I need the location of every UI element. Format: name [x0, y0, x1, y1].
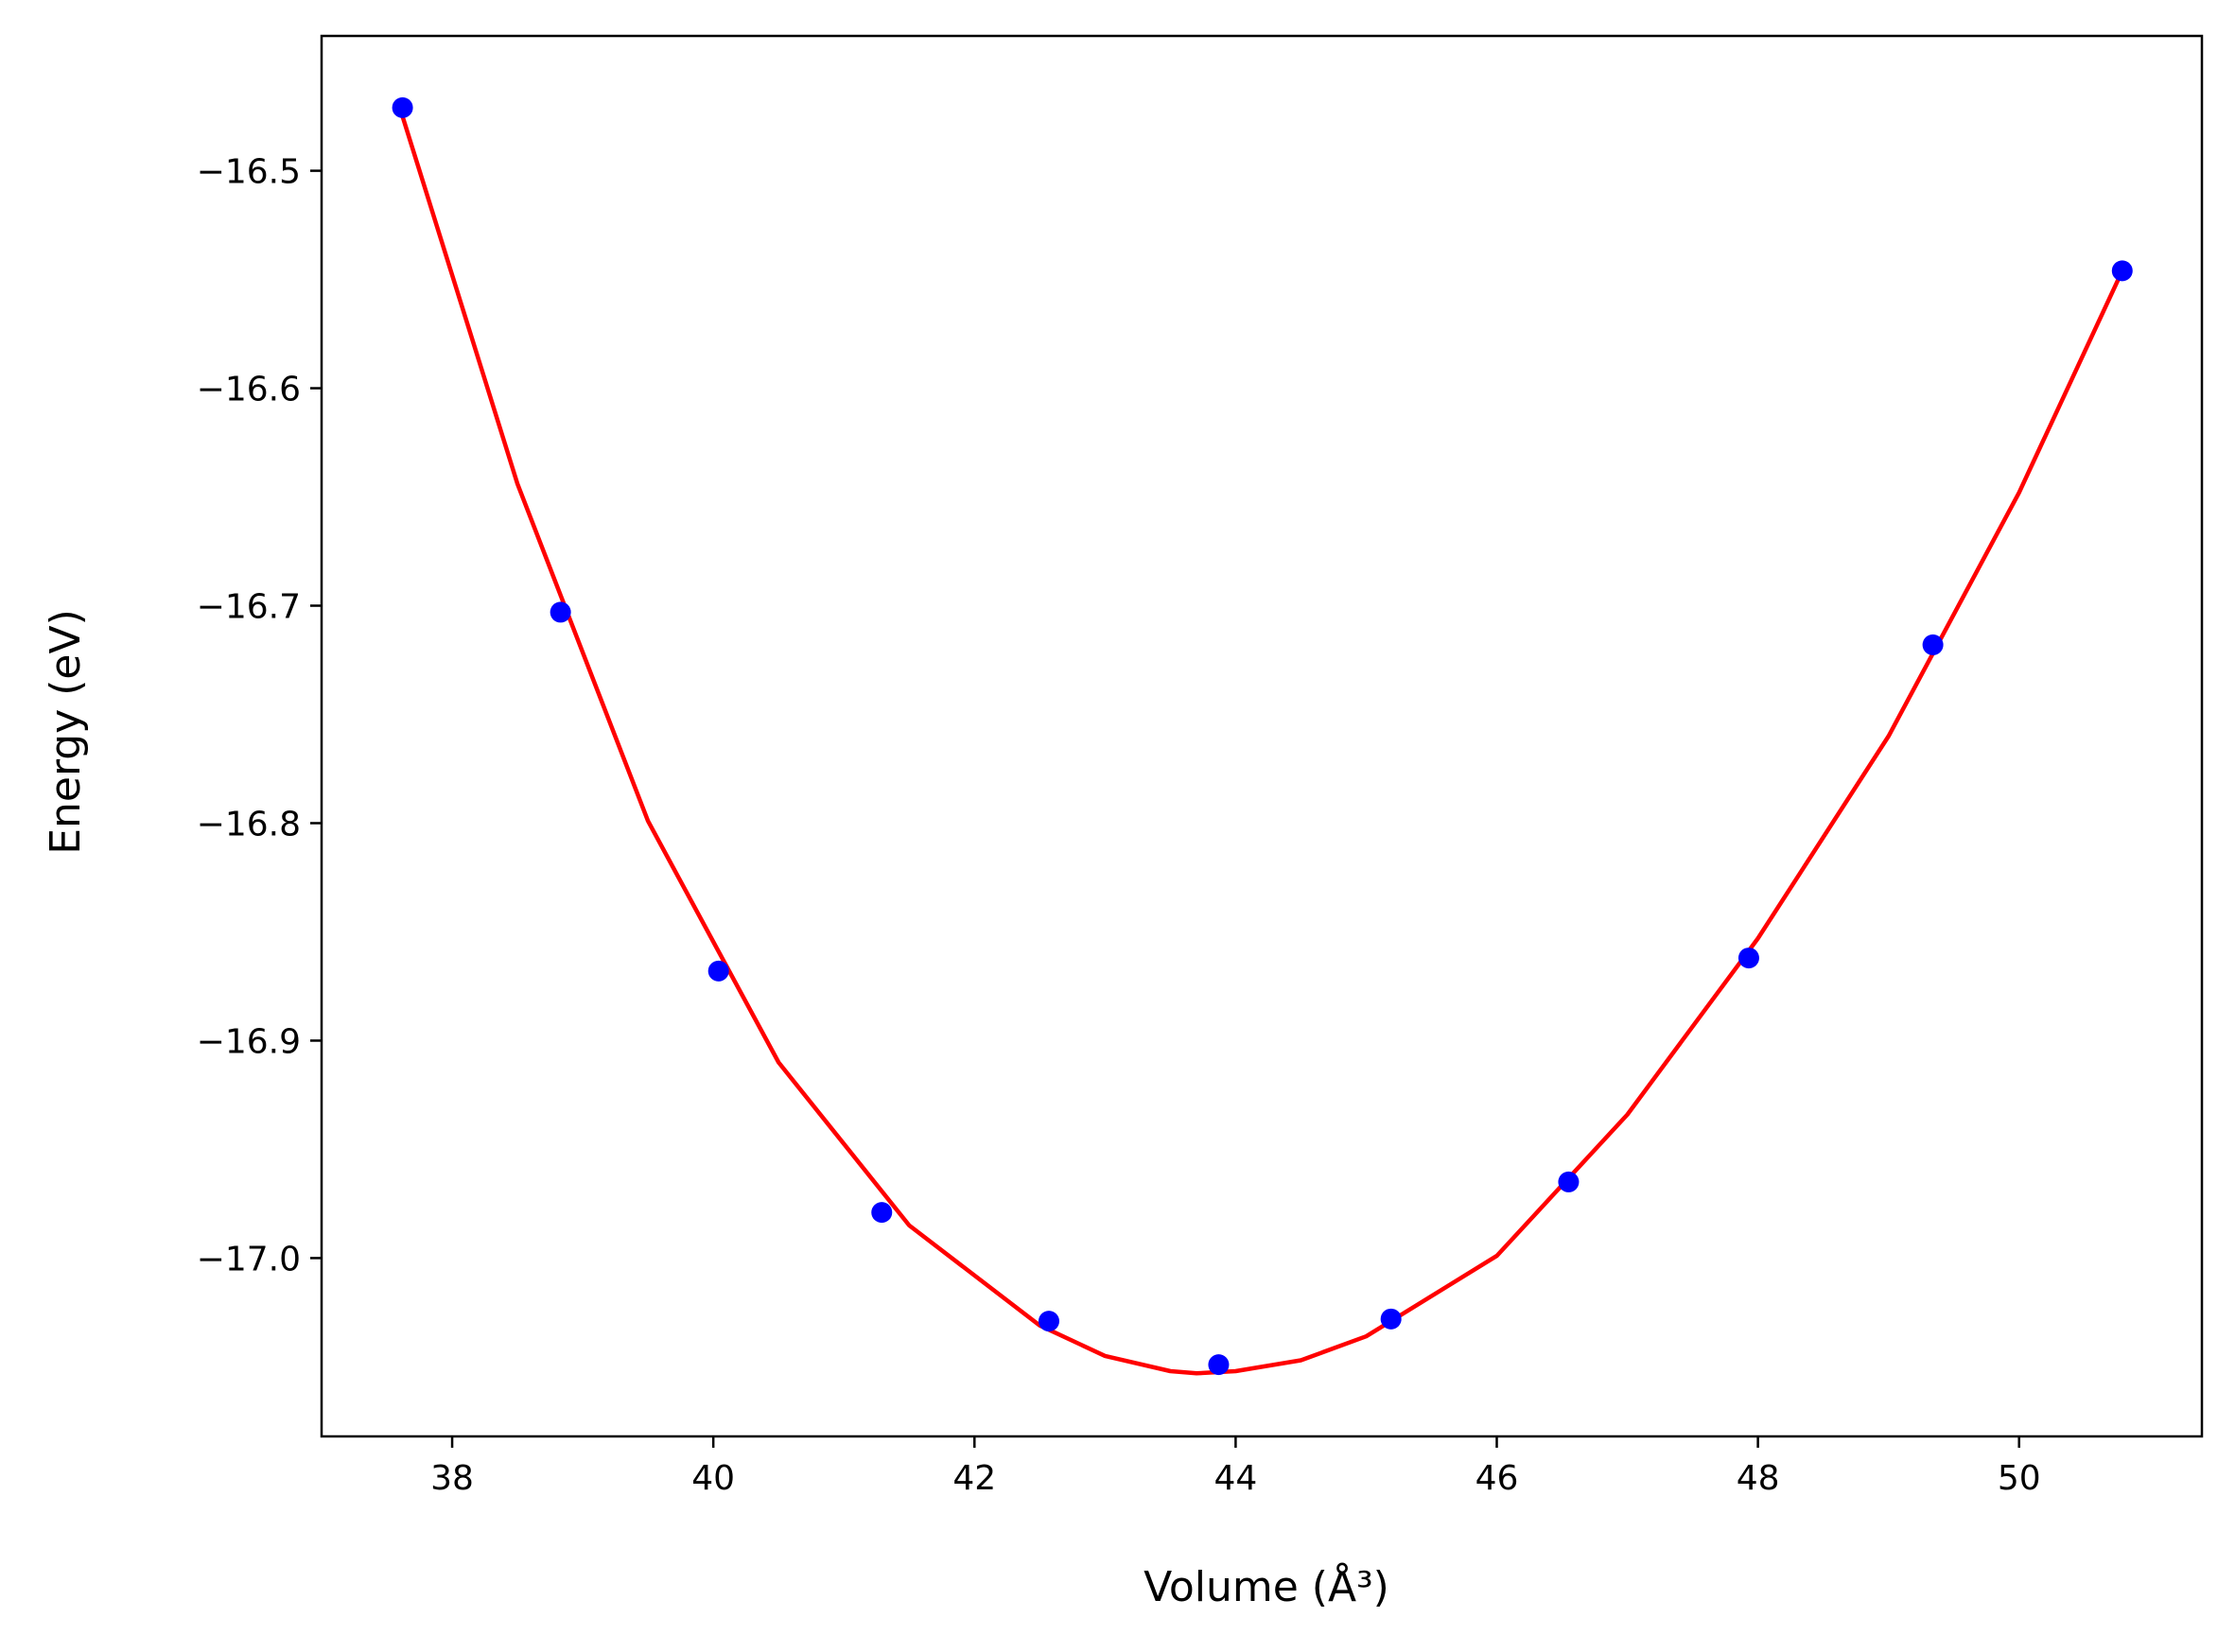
x-tick-label: 48: [1737, 1459, 1780, 1498]
data-point: [707, 960, 729, 982]
data-point: [550, 601, 571, 623]
data-point: [1380, 1308, 1402, 1330]
x-tick-label: 44: [1214, 1459, 1257, 1498]
y-tick-label: −17.0: [197, 1240, 301, 1278]
data-point: [392, 96, 413, 118]
data-point: [1737, 948, 1759, 969]
data-point: [1038, 1311, 1059, 1332]
x-tick-label: 50: [1998, 1459, 2041, 1498]
x-tick-label: 46: [1475, 1459, 1519, 1498]
data-point: [1208, 1354, 1230, 1376]
data-point: [871, 1202, 893, 1224]
y-tick-label: −16.7: [197, 588, 301, 627]
x-tick-label: 40: [691, 1459, 735, 1498]
x-axis-label: Volume (Å³): [1144, 1561, 1389, 1611]
x-tick-label: 38: [430, 1459, 474, 1498]
data-point: [2111, 260, 2133, 282]
data-point: [1558, 1171, 1580, 1192]
plot-area: [392, 96, 2133, 1376]
y-tick-label: −16.8: [197, 805, 301, 843]
data-point: [1922, 634, 1944, 655]
y-tick-label: −16.9: [197, 1022, 301, 1061]
plot-frame: [320, 34, 2204, 1438]
y-tick-label: −16.6: [197, 371, 301, 409]
x-tick-label: 42: [952, 1459, 996, 1498]
axes: 38 40 42 44 46 48 50 −16.5 −16.6 −16.7 −16.8 −16.9 −…: [197, 34, 2204, 1498]
y-tick-label: −16.5: [197, 153, 301, 192]
y-axis-label: Energy (eV): [42, 609, 90, 855]
